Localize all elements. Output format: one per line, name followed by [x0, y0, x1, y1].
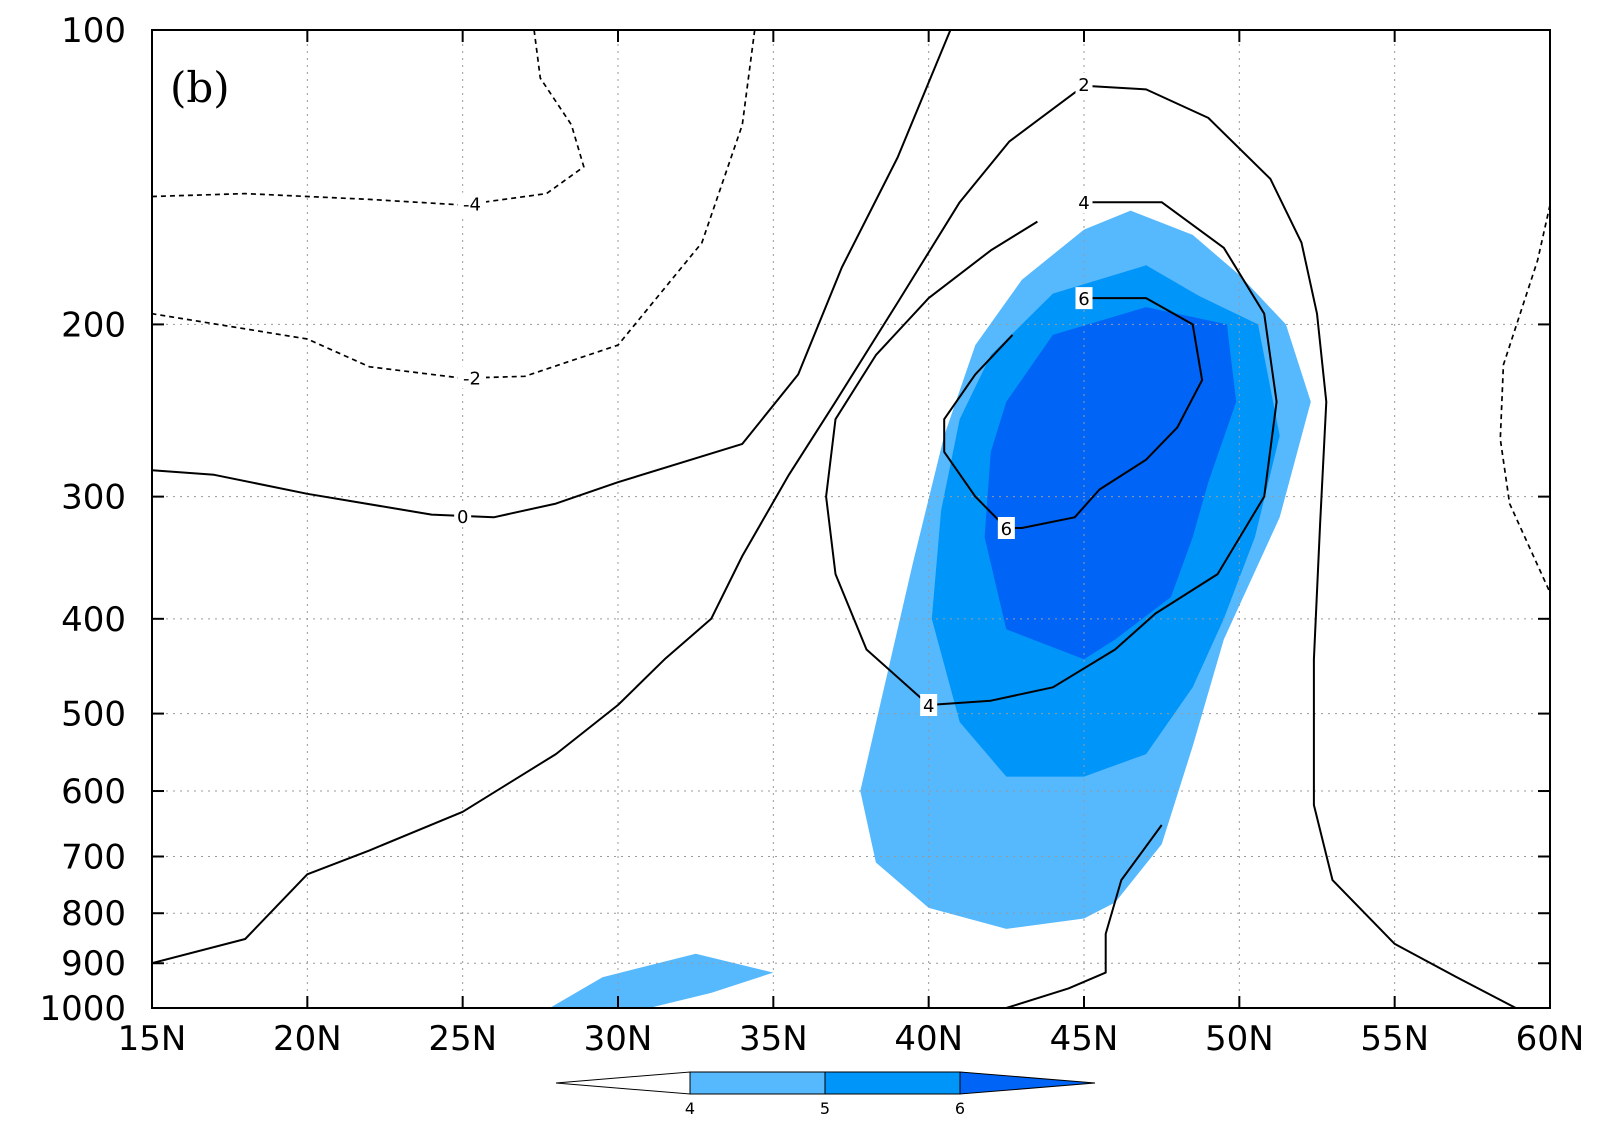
x-tick-label: 15N — [118, 1019, 187, 1059]
contour-label-bg — [1075, 72, 1093, 95]
panel-label: (b) — [170, 63, 230, 112]
contour-label-bg — [457, 192, 486, 215]
x-tick-label: 35N — [739, 1019, 808, 1059]
contour-line — [1499, 204, 1550, 593]
y-tick-label: 400 — [61, 600, 126, 640]
x-tick-labels: 15N 20N 25N 30N 35N 40N 45N 50N 55N 60N — [118, 1019, 1585, 1059]
contour-label: -2 — [463, 368, 481, 389]
y-tick-label: 800 — [61, 894, 126, 934]
colorbar-segment-2 — [824, 1071, 961, 1095]
contour-label: 6 — [1078, 289, 1089, 310]
contour-line — [1005, 824, 1163, 1008]
contour-label-bg — [454, 504, 472, 527]
y-tick-label: 700 — [61, 838, 126, 878]
colorbar-segment-1 — [689, 1071, 826, 1095]
y-tick-label: 100 — [61, 11, 126, 51]
x-tick-label: 55N — [1360, 1019, 1429, 1059]
y-tick-label: 600 — [61, 772, 126, 812]
contour-label-bg — [1075, 287, 1093, 310]
y-tick-label: 900 — [61, 944, 126, 984]
contour-label-bg — [920, 694, 938, 717]
contour-line-neg2 — [152, 30, 756, 380]
x-tick-label: 60N — [1516, 1019, 1585, 1059]
contour-line-4 — [825, 201, 1278, 706]
y-tick-label: 1000 — [39, 989, 126, 1029]
colorbar-label: 4 — [685, 1099, 695, 1118]
colorbar-label: 6 — [955, 1099, 965, 1118]
contour-label-bg — [997, 517, 1015, 540]
contour-line-neg4 — [152, 30, 585, 206]
plot-frame — [151, 29, 1551, 1009]
shaded-region-level-4 — [549, 953, 774, 1008]
contour-label-bg — [457, 366, 486, 389]
colorbar-label: 5 — [820, 1099, 830, 1118]
y-tick-label: 200 — [61, 305, 126, 345]
contour-line-0 — [152, 30, 952, 519]
contour-label: 0 — [457, 507, 468, 528]
x-tick-label: 45N — [1050, 1019, 1119, 1059]
contour-labels: -4 -2 0 2 4 4 6 6 — [454, 72, 1093, 717]
contour-line-2 — [152, 84, 1517, 1008]
contour-label: 4 — [923, 696, 934, 717]
contour-line-6 — [943, 297, 1204, 529]
y-tick-label: 300 — [61, 478, 126, 518]
contour-label: 2 — [1078, 75, 1089, 96]
x-tick-label: 25N — [428, 1019, 497, 1059]
y-tick-labels: 100 200 300 400 500 600 700 800 900 1000 — [39, 11, 126, 1029]
x-tick-label: 50N — [1205, 1019, 1274, 1059]
y-tick-label: 500 — [61, 695, 126, 735]
axis-ticks — [151, 29, 1551, 1009]
x-tick-label: 40N — [894, 1019, 963, 1059]
colorbar-segment-above — [959, 1071, 1096, 1095]
contour-label: 4 — [1078, 193, 1089, 214]
colorbar: 4 5 6 — [555, 1071, 1096, 1118]
shaded-regions — [549, 210, 1311, 1008]
contour-label-bg — [1075, 191, 1093, 214]
x-tick-label: 20N — [273, 1019, 342, 1059]
x-tick-label: 30N — [584, 1019, 653, 1059]
contour-label: 6 — [1001, 519, 1012, 540]
contour-label: -4 — [463, 195, 481, 216]
contour-lines — [152, 30, 1550, 1008]
